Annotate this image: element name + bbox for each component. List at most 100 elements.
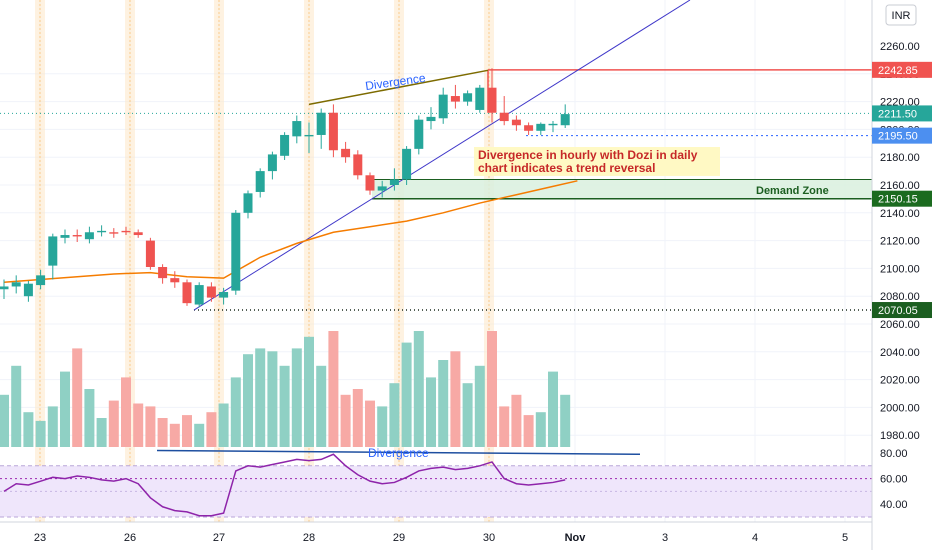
candle-body bbox=[280, 134, 290, 156]
price-tick-label: 2100.00 bbox=[880, 263, 920, 275]
candle-body bbox=[158, 267, 168, 279]
candle-body bbox=[524, 125, 534, 131]
session-highlights bbox=[35, 0, 494, 522]
volume-bar bbox=[291, 348, 302, 447]
ma-line bbox=[3, 180, 578, 284]
price-tag-label: 2150.15 bbox=[878, 194, 918, 206]
volume-bar bbox=[255, 348, 266, 447]
note-box bbox=[474, 147, 720, 176]
candle-body bbox=[255, 171, 265, 192]
candle-body bbox=[402, 148, 412, 180]
volume-bar bbox=[23, 412, 34, 447]
volume-bar bbox=[243, 354, 253, 447]
price-tag-bg bbox=[872, 302, 932, 319]
candle-body bbox=[292, 121, 302, 137]
price-tag-bg bbox=[872, 61, 932, 78]
volume-bar bbox=[182, 415, 192, 447]
candle-body bbox=[11, 282, 21, 287]
candle-body bbox=[133, 232, 143, 236]
volume-bar bbox=[511, 394, 522, 447]
note-line-2: chart indicates a trend reversal bbox=[478, 161, 655, 175]
candle-body bbox=[328, 112, 338, 151]
candle-body bbox=[316, 112, 326, 135]
candle-body bbox=[499, 112, 509, 122]
price-tag-bg bbox=[872, 190, 932, 207]
volume-bar bbox=[328, 331, 339, 447]
volume-bar bbox=[0, 394, 9, 447]
candle-body bbox=[194, 285, 204, 305]
level-lines bbox=[0, 0, 872, 456]
candles bbox=[0, 68, 570, 308]
volume-bar bbox=[438, 360, 449, 447]
divergence-bottom-label: Divergence bbox=[368, 446, 429, 460]
price-tags: 2242.85 2211.50 2195.50 2150.15 2070.05 bbox=[872, 61, 932, 319]
note-line-1: Divergence in hourly with Dozi in daily bbox=[478, 148, 698, 162]
volume-bar bbox=[279, 365, 290, 447]
trendline bbox=[193, 0, 691, 311]
candle-body bbox=[548, 123, 558, 126]
time-tick-label: 23 bbox=[34, 532, 46, 544]
candle-body bbox=[536, 123, 546, 131]
candle-body bbox=[48, 236, 58, 266]
candle-body bbox=[145, 240, 155, 268]
volume-bar bbox=[499, 406, 510, 447]
candle-body bbox=[219, 292, 229, 298]
volume-bar bbox=[377, 406, 388, 447]
volume-bar bbox=[133, 403, 144, 447]
price-tick-label: 2000.00 bbox=[880, 402, 920, 414]
price-tick-label: 2060.00 bbox=[880, 319, 920, 331]
volume-bar bbox=[267, 351, 278, 447]
moving-average bbox=[3, 180, 578, 284]
volume-bar bbox=[450, 351, 461, 447]
candle-body bbox=[426, 116, 436, 122]
volume-bars bbox=[0, 331, 571, 447]
candle-body bbox=[487, 87, 497, 113]
price-tick-label: 2260.00 bbox=[880, 41, 920, 53]
volume-bar bbox=[35, 420, 46, 447]
candle-body bbox=[121, 230, 131, 233]
volume-bar bbox=[340, 394, 351, 447]
candle-body bbox=[463, 93, 473, 102]
volume-bar bbox=[462, 383, 473, 447]
price-tick-label: 2160.00 bbox=[880, 180, 920, 192]
volume-bar bbox=[72, 348, 83, 447]
candle-body bbox=[36, 275, 46, 286]
price-axis: 2260.002240.002220.002200.002180.002160.… bbox=[871, 0, 920, 550]
price-tag-label: 2070.05 bbox=[878, 305, 918, 317]
candle-body bbox=[341, 148, 351, 158]
candle-body bbox=[23, 283, 33, 297]
candle-body bbox=[0, 286, 9, 290]
volume-bar bbox=[560, 394, 571, 447]
time-tick-label: 3 bbox=[662, 532, 668, 544]
volume-bar bbox=[535, 412, 546, 447]
volume-bar bbox=[194, 423, 205, 447]
rsi-polyline bbox=[3, 453, 566, 517]
candle-body bbox=[206, 286, 216, 298]
candle-body bbox=[389, 179, 399, 185]
time-tick-label: 5 bbox=[842, 532, 848, 544]
time-tick-label: Nov bbox=[565, 532, 587, 544]
price-tick-label: 2020.00 bbox=[880, 375, 920, 387]
price-tag-label: 2195.50 bbox=[878, 131, 918, 143]
price-tag-label: 2242.85 bbox=[878, 65, 918, 77]
candle-body bbox=[231, 212, 241, 291]
volume-bar bbox=[11, 365, 22, 447]
candle-body bbox=[450, 96, 460, 102]
price-tick-label: 1980.00 bbox=[880, 430, 920, 442]
rsi-tick-label: 60.00 bbox=[880, 474, 908, 486]
rsi-tick-label: 80.00 bbox=[880, 448, 908, 460]
demand-zone bbox=[372, 179, 872, 199]
volume-bar bbox=[84, 389, 95, 447]
rsi-divergence-line bbox=[156, 449, 641, 456]
candle-body bbox=[72, 235, 82, 237]
currency-label[interactable]: INR bbox=[892, 10, 911, 22]
price-divergence-line bbox=[308, 69, 489, 106]
price-tag-bg bbox=[872, 105, 932, 122]
candle-body bbox=[97, 230, 107, 233]
candle-body bbox=[60, 235, 70, 238]
volume-bar bbox=[60, 371, 70, 447]
currency-button[interactable]: INR bbox=[885, 4, 917, 26]
volume-bar bbox=[426, 377, 436, 447]
time-tick-label: 30 bbox=[483, 532, 495, 544]
